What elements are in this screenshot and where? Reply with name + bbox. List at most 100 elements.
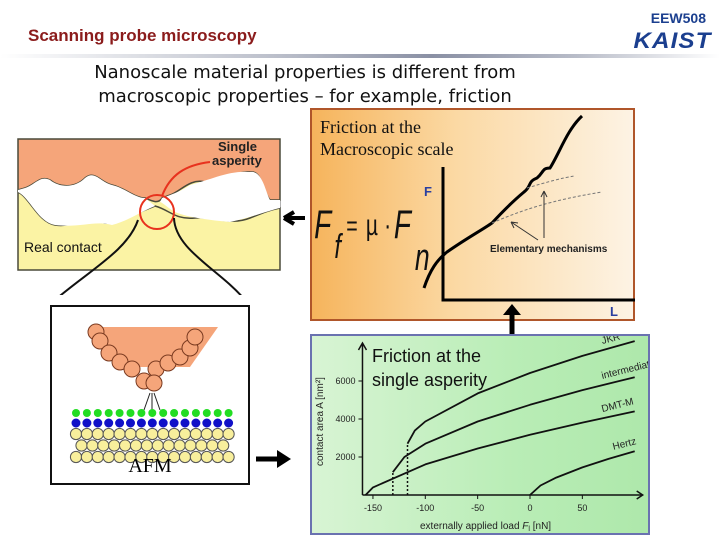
substrate-atom <box>222 450 235 464</box>
adsorbate-head <box>137 409 146 417</box>
contact-figure: Single asperity Real contact <box>17 138 305 295</box>
friction-formula: F f = µ · F n <box>314 203 430 278</box>
adsorbate-head <box>170 409 179 417</box>
annotation-arrow-2 <box>540 190 548 238</box>
adsorbate-base <box>115 418 125 428</box>
x-axis-arrow <box>636 490 645 500</box>
adsorbate-head <box>224 409 233 417</box>
x-tick-label: 0 <box>527 503 532 513</box>
adsorbate-base <box>180 418 190 428</box>
x-tick-label: -100 <box>416 503 434 513</box>
substrate-atom <box>140 439 154 452</box>
macro-panel-title: Friction at the Macroscopic scale <box>320 116 453 160</box>
macroscopic-friction-panel: Friction at the Macroscopic scale F f = … <box>310 108 635 321</box>
substrate-atom <box>168 427 181 441</box>
substrate-atom <box>69 427 83 441</box>
formula-n: n <box>415 235 430 278</box>
tip-atom <box>186 328 204 346</box>
y-tick-label: 4000 <box>335 414 355 424</box>
gap-right <box>160 171 280 222</box>
series-intermediate-line <box>392 376 635 473</box>
adsorbate-head <box>159 409 168 417</box>
substrate-atom <box>151 439 164 452</box>
substrate-atom <box>206 439 219 452</box>
adsorbate-head <box>213 409 222 417</box>
annotation-arrow-1 <box>510 221 539 241</box>
substrate-atom <box>119 439 132 452</box>
substrate-atom <box>146 427 159 441</box>
adsorbate-base <box>224 418 234 428</box>
slide-title: Scanning probe microscopy <box>28 26 257 45</box>
formula-eq: = <box>346 211 357 242</box>
substrate-atom <box>184 439 197 452</box>
y-tick-label: 2000 <box>335 452 355 462</box>
substrate-atom <box>211 427 224 441</box>
substrate-atom <box>108 439 121 452</box>
x-tick-label: 50 <box>577 503 587 513</box>
series-label: JKR <box>600 336 621 347</box>
macro-axes <box>441 167 635 302</box>
substrate-atom <box>173 439 186 452</box>
macro-diagram: F f = µ · F n F L Elementary mechanisms <box>314 114 635 319</box>
asperity-pointer <box>161 161 211 197</box>
tip-interaction-lines <box>143 392 161 411</box>
single-asperity-chart-panel: JKR intermediate DMT-M Hertz -150 -100 -50 0 50… <box>310 334 650 535</box>
single-asperity-label-1: Single <box>218 139 257 154</box>
series-hertz-line <box>529 450 635 496</box>
formula-f: f <box>334 228 343 266</box>
y-axis-label: contact area A [nm²] <box>315 377 326 466</box>
substrate-atom <box>200 427 213 441</box>
x-tick-label: -50 <box>471 503 484 513</box>
adsorbate-base <box>126 418 135 428</box>
substrate-atom <box>178 427 192 441</box>
substrate-atom <box>80 427 94 441</box>
series-jkr-line <box>406 340 635 445</box>
chart-title-line-2: single asperity <box>372 370 487 390</box>
macro-title-line-1: Friction at the <box>320 117 421 137</box>
adsorbate-base <box>147 418 157 428</box>
gap <box>18 175 155 226</box>
macro-title-line-2: Macroscopic scale <box>320 139 454 159</box>
real-contact-label: Real contact <box>24 239 102 255</box>
tip-atom <box>91 332 109 350</box>
adsorbate-base <box>104 418 114 428</box>
formula-dot: · <box>384 210 391 242</box>
asperity-circle <box>139 194 175 230</box>
zoom-line-left <box>59 219 139 295</box>
chart-title-line-1: Friction at the <box>372 346 481 366</box>
single-asperity-label-2: asperity <box>212 153 263 168</box>
adsorbate-base <box>136 418 146 428</box>
substrate-atom <box>157 427 170 441</box>
substrate-atom <box>124 427 137 441</box>
afm-panel: AFM <box>50 305 250 485</box>
y-axis <box>357 341 368 495</box>
macro-axis-y: F <box>424 184 432 199</box>
x-tick-label: -150 <box>364 503 382 513</box>
macro-axis-x: L <box>610 304 618 319</box>
substrate-atom <box>189 427 202 441</box>
title-divider <box>0 54 720 58</box>
adsorbate-head <box>93 409 102 417</box>
adsorbate-head <box>191 409 200 417</box>
lower-surface <box>17 190 281 271</box>
elementary-mechanisms-label: Elementary mechanisms <box>490 244 608 255</box>
adsorbate-base <box>71 418 81 428</box>
adsorbate-base <box>191 418 201 428</box>
afm-label: AFM <box>128 455 172 477</box>
formula-mu: µ <box>366 210 378 242</box>
substrate-atom <box>86 439 99 452</box>
substrate-atom <box>75 439 88 452</box>
tip-atom <box>123 360 141 378</box>
series-dmt-m-line <box>364 410 635 496</box>
subtitle-line-2: macroscopic properties – for example, fr… <box>98 86 512 107</box>
adsorbate-base <box>213 418 223 428</box>
adsorbate-head <box>126 409 135 417</box>
adsorbate-base <box>202 418 212 428</box>
formula-F: F <box>314 203 333 247</box>
series-label: intermediate <box>600 358 648 382</box>
adsorbate-head <box>104 409 113 417</box>
series-label: Hertz <box>612 436 638 452</box>
course-code: EEW508 <box>650 10 706 26</box>
subtitle-line-1: Nanoscale material properties is differe… <box>94 62 516 83</box>
